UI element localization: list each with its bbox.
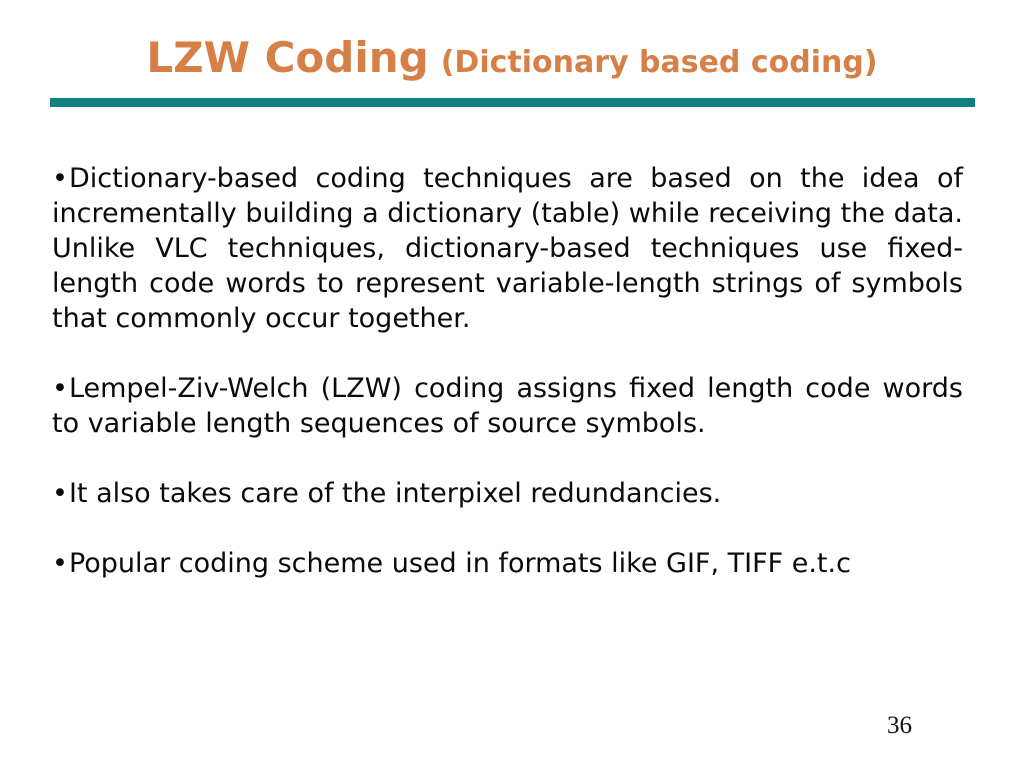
bullet-icon: • [52, 548, 68, 579]
bullet-icon: • [52, 478, 68, 509]
bullet-icon: • [52, 373, 68, 404]
paragraph-text: It also takes care of the interpixel red… [68, 478, 722, 509]
title-text: LZW Coding [146, 33, 429, 82]
paragraph-text: Dictionary-based coding techniques are b… [52, 163, 963, 334]
subtitle-text: (Dictionary based coding) [440, 45, 878, 80]
bullet-paragraph: •Lempel-Ziv-Welch (LZW) coding assigns f… [52, 371, 963, 441]
page-number: 36 [887, 712, 912, 739]
slide-body: •Dictionary-based coding techniques are … [52, 161, 963, 616]
paragraph-text: Popular coding scheme used in formats li… [68, 548, 851, 579]
paragraph-text: Lempel-Ziv-Welch (LZW) coding assigns fi… [52, 373, 963, 439]
title-underline-bar [50, 98, 975, 107]
slide-title: LZW Coding (Dictionary based coding) [0, 33, 1024, 82]
bullet-icon: • [52, 163, 68, 194]
bullet-paragraph: •Popular coding scheme used in formats l… [52, 546, 963, 581]
bullet-paragraph: •It also takes care of the interpixel re… [52, 476, 963, 511]
bullet-paragraph: •Dictionary-based coding techniques are … [52, 161, 963, 336]
